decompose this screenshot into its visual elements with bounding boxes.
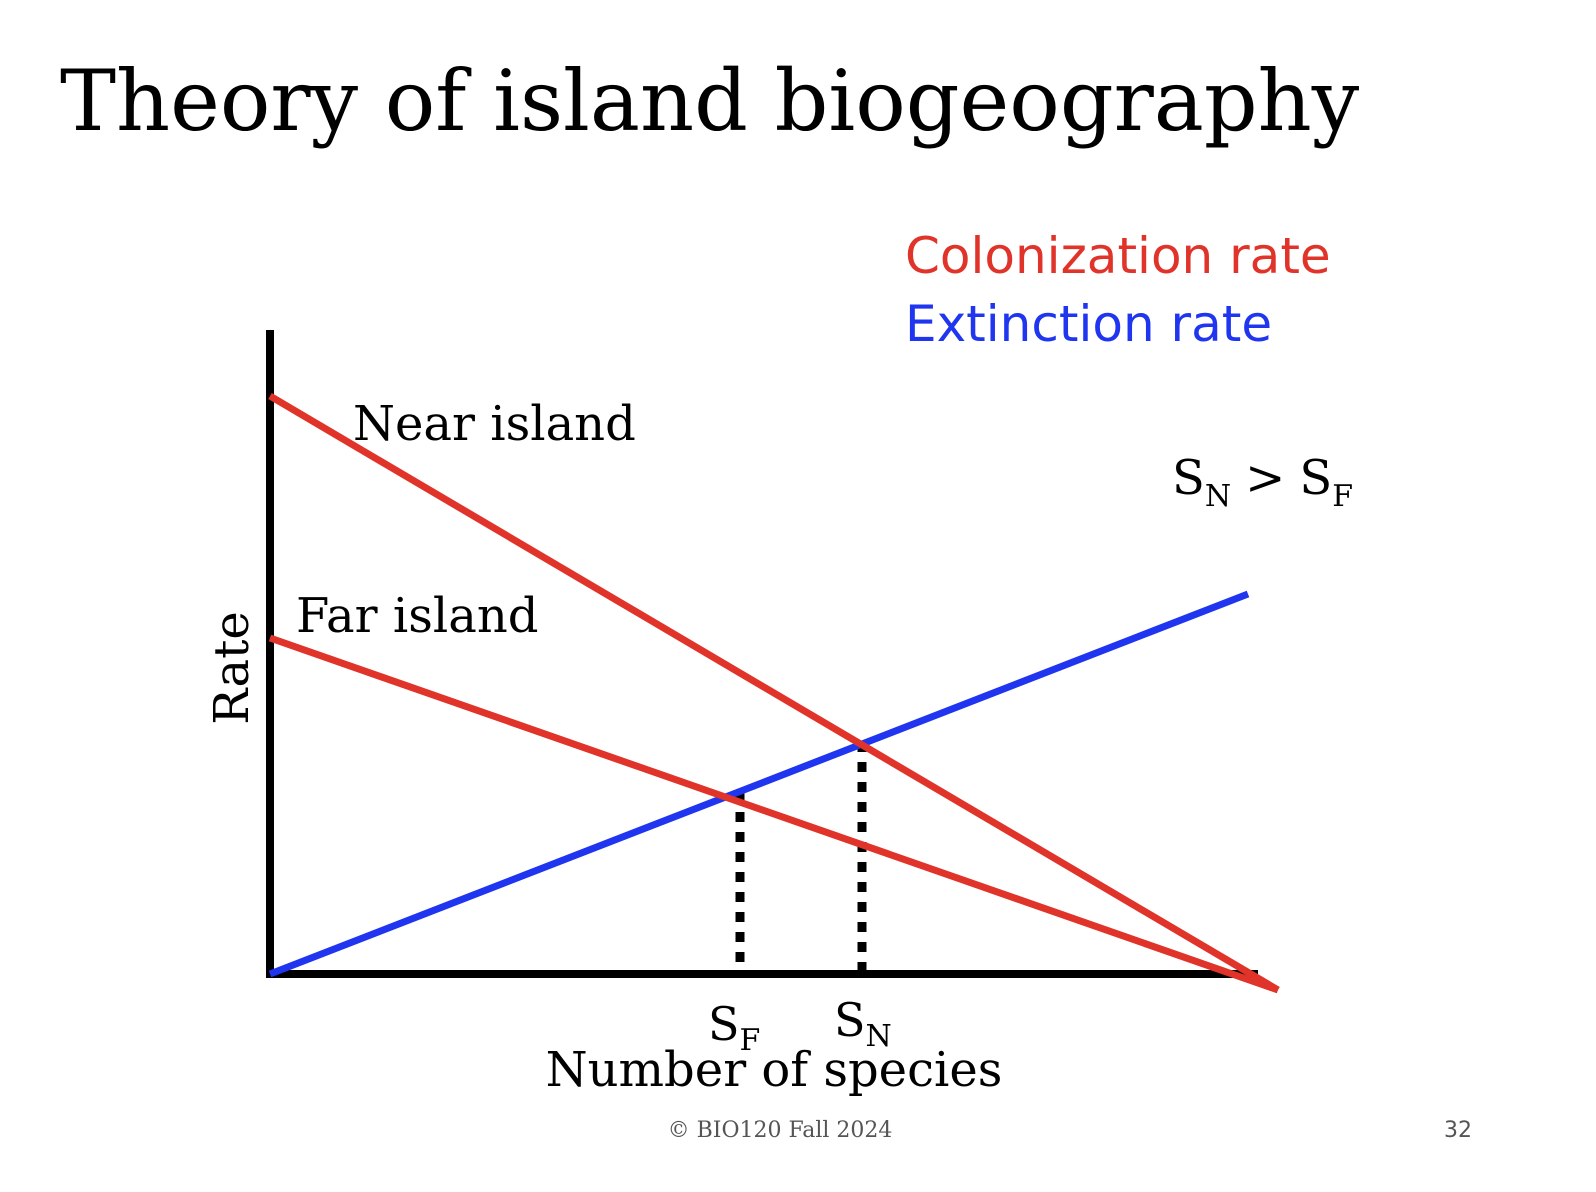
near-marker-sub: N [866,1019,892,1054]
far-marker-sub: F [740,1023,761,1058]
near-island-colonization-line [268,392,1280,994]
comparison-rhs-sub: F [1332,479,1353,514]
near-equilibrium-marker: SN [834,993,892,1054]
comparison-lhs-sub: N [1205,479,1231,514]
species-comparison: SN > SF [1172,450,1353,514]
far-marker-base: S [708,997,740,1051]
legend-colonization-rate: Colonization rate [905,227,1331,285]
comparison-lhs-base: S [1172,450,1205,506]
comparison-rhs-base: S [1299,450,1332,506]
slide-title: Theory of island biogeography [60,52,1360,150]
y-axis-label: Rate [204,611,260,725]
legend: Colonization rate Extinction rate [905,222,1331,358]
near-island-label: Near island [353,396,636,452]
page-number: 32 [1444,1118,1472,1143]
near-marker-base: S [834,993,866,1047]
comparison-operator: > [1245,450,1285,506]
extinction-rate-line [268,590,1250,978]
far-island-colonization-line [268,634,1280,994]
far-equilibrium-marker: SF [708,997,760,1058]
footer-copyright: © BIO120 Fall 2024 [667,1118,893,1143]
legend-extinction-rate: Extinction rate [905,295,1273,353]
far-island-label: Far island [296,588,538,644]
x-axis-label: Number of species [546,1042,1003,1098]
